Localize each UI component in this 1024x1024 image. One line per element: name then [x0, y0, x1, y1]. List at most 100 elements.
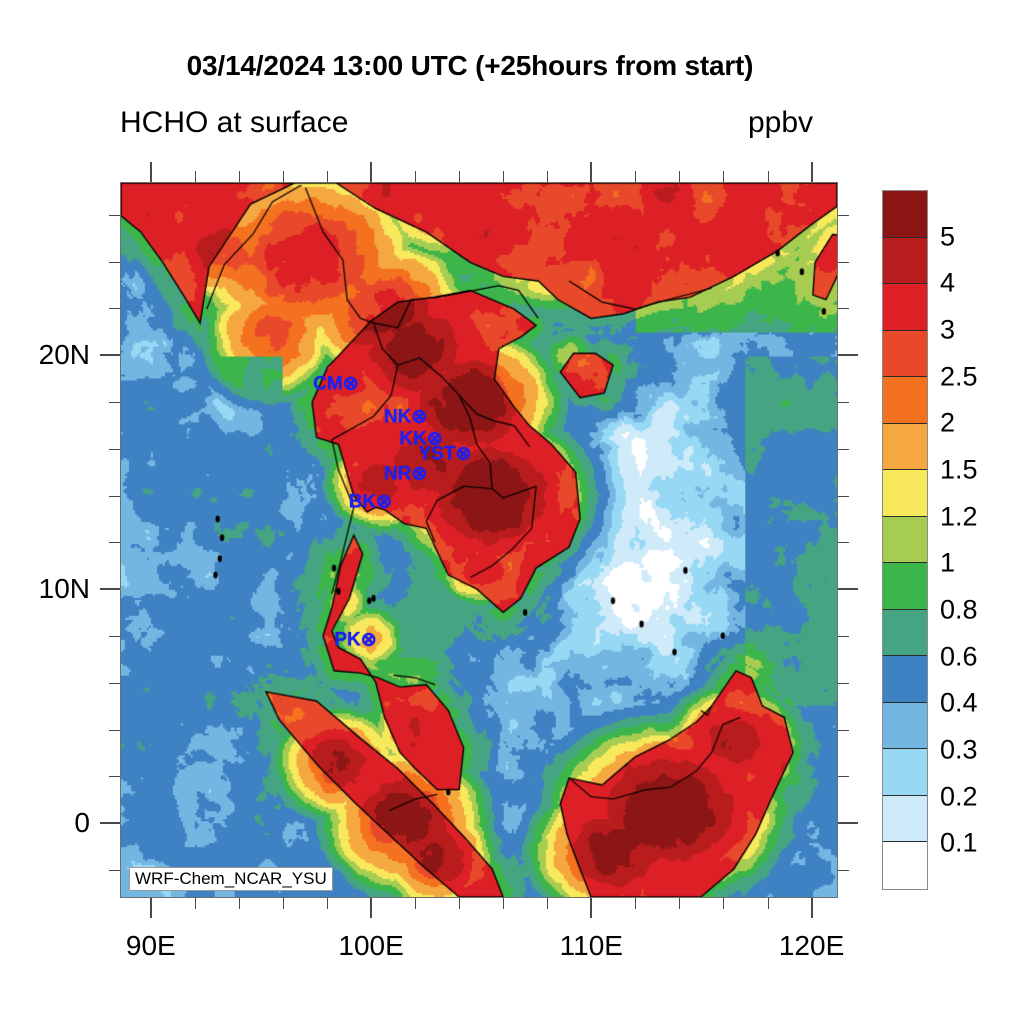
colorbar-tick-label-0-6: 0.6	[940, 641, 978, 672]
x-minor-tick-114	[679, 898, 681, 909]
y-minor-tick-right-22	[838, 308, 849, 310]
y-minor-tick-right-8	[838, 635, 849, 637]
x-minor-tick-118	[767, 898, 769, 909]
y-minor-tick-right-26	[838, 214, 849, 216]
x-minor-tick-top-118	[767, 171, 769, 182]
x-major-tick-120E	[810, 898, 813, 918]
colorbar-band-7	[883, 516, 927, 564]
y-major-tick-0	[100, 822, 120, 825]
y-axis-label-20N: 20N	[38, 339, 90, 371]
colorbar-band-4	[883, 377, 927, 424]
colorbar-tick-label-3: 3	[940, 314, 956, 345]
units-label: ppbv	[748, 106, 814, 139]
x-minor-tick-96	[282, 898, 284, 909]
colorbar-band-11	[883, 702, 927, 750]
colorbar-band-2	[883, 284, 927, 331]
x-minor-tick-94	[238, 898, 240, 909]
colorbar-tick-label-0-1: 0.1	[940, 827, 978, 858]
y-major-tick-right-10N	[838, 588, 858, 591]
y-minor-tick-24	[109, 261, 120, 263]
colorbar-band-6	[883, 470, 927, 517]
model-watermark: WRF-Chem_NCAR_YSU	[129, 866, 333, 891]
station-marker-bk[interactable]: BK⊗	[348, 491, 393, 513]
map-plot-area[interactable]: CM⊗ NK⊗ KK⊗ YST⊗ NR⊗ BK⊗ PK⊗ WRF-Chem_NCAR_YSU	[120, 182, 838, 898]
colorbar-band-5	[883, 423, 927, 471]
x-major-tick-top-90E	[149, 162, 152, 182]
station-marker-cm[interactable]: CM⊗	[313, 373, 359, 395]
x-minor-tick-top-92	[194, 171, 196, 182]
page-title: 03/14/2024 13:00 UTC (+25hours from star…	[186, 50, 754, 81]
x-major-tick-top-120E	[810, 162, 813, 182]
y-major-tick-right-0	[838, 822, 858, 825]
y-minor-tick-right-12	[838, 542, 849, 544]
y-minor-tick-right-24	[838, 261, 849, 263]
colorbar-tick-label-4: 4	[940, 267, 956, 298]
colorbar-band-14	[883, 842, 927, 889]
x-major-tick-110E	[590, 898, 593, 918]
x-major-tick-top-100E	[370, 162, 373, 182]
x-minor-tick-112	[635, 898, 637, 909]
x-major-tick-top-110E	[590, 162, 593, 182]
x-minor-tick-top-104	[459, 171, 461, 182]
y-minor-tick--2	[109, 869, 120, 871]
colorbar-tick-label-1-5: 1.5	[940, 454, 978, 485]
x-minor-tick-top-102	[415, 171, 417, 182]
x-axis-label-90E: 90E	[125, 930, 176, 961]
x-minor-tick-top-98	[327, 171, 329, 182]
station-marker-nr[interactable]: NR⊗	[383, 463, 428, 485]
y-minor-tick-6	[109, 682, 120, 684]
colorbar-tick-label-0-4: 0.4	[940, 687, 978, 718]
y-minor-tick-16	[109, 448, 120, 450]
colorbar-band-1	[883, 237, 927, 285]
colorbar-band-8	[883, 563, 927, 610]
y-minor-tick-26	[109, 214, 120, 216]
x-minor-tick-102	[415, 898, 417, 909]
x-axis-label-110E: 110E	[559, 930, 623, 961]
y-minor-tick-12	[109, 542, 120, 544]
colorbar-tick-label-5: 5	[940, 221, 956, 252]
colorbar-band-9	[883, 609, 927, 657]
y-axis-label-10N: 10N	[38, 573, 90, 605]
station-marker-pk[interactable]: PK⊗	[334, 629, 377, 651]
colorbar-band-12	[883, 749, 927, 796]
y-minor-tick-right-18	[838, 401, 849, 403]
y-minor-tick-right--2	[838, 869, 849, 871]
x-minor-tick-116	[723, 898, 725, 909]
y-major-tick-20N	[100, 354, 120, 357]
colorbar-band-3	[883, 330, 927, 378]
y-minor-tick-22	[109, 308, 120, 310]
colorbar[interactable]	[882, 190, 928, 890]
x-major-tick-100E	[370, 898, 373, 918]
colorbar-tick-label-1: 1	[940, 547, 956, 578]
hcho-contour-field	[121, 183, 837, 897]
station-marker-kk[interactable]: KK⊗	[399, 428, 443, 450]
station-marker-nk[interactable]: NK⊗	[383, 406, 428, 428]
y-minor-tick-right-6	[838, 682, 849, 684]
x-minor-tick-108	[547, 898, 549, 909]
x-axis-label-100E: 100E	[338, 930, 404, 961]
x-major-tick-90E	[149, 898, 152, 918]
y-minor-tick-right-16	[838, 448, 849, 450]
y-minor-tick-4	[109, 729, 120, 731]
colorbar-tick-label-0-3: 0.3	[940, 734, 978, 765]
colorbar-band-13	[883, 795, 927, 843]
x-minor-tick-98	[327, 898, 329, 909]
x-minor-tick-top-112	[635, 171, 637, 182]
y-minor-tick-right-4	[838, 729, 849, 731]
x-minor-tick-top-106	[503, 171, 505, 182]
y-major-tick-10N	[100, 588, 120, 591]
x-minor-tick-104	[459, 898, 461, 909]
x-minor-tick-106	[503, 898, 505, 909]
x-minor-tick-top-108	[547, 171, 549, 182]
y-minor-tick-18	[109, 401, 120, 403]
x-minor-tick-top-116	[723, 171, 725, 182]
x-minor-tick-92	[194, 898, 196, 909]
y-minor-tick-8	[109, 635, 120, 637]
y-minor-tick-14	[109, 495, 120, 497]
y-minor-tick-right-14	[838, 495, 849, 497]
y-major-tick-right-20N	[838, 354, 858, 357]
y-minor-tick-2	[109, 776, 120, 778]
station-marker-yst[interactable]: YST⊗	[418, 443, 472, 465]
x-minor-tick-top-96	[282, 171, 284, 182]
